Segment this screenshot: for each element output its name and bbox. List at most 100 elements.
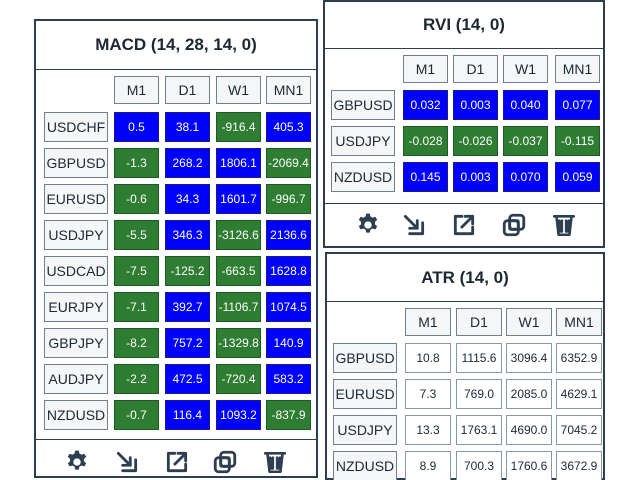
trash-icon[interactable] bbox=[551, 212, 577, 238]
symbol-label-usdchf[interactable]: USDCHF bbox=[44, 112, 108, 142]
value-cell[interactable]: 0.059 bbox=[555, 162, 600, 192]
value-cell[interactable]: 34.3 bbox=[165, 184, 210, 214]
timeframe-header-mn1: MN1 bbox=[266, 76, 311, 104]
value-cell[interactable]: 0.003 bbox=[453, 90, 498, 120]
symbol-label-nzdusd[interactable]: NZDUSD bbox=[44, 400, 108, 430]
value-cell[interactable]: 3672.9 bbox=[556, 451, 602, 480]
value-cell[interactable]: -1329.8 bbox=[216, 328, 261, 358]
value-cell[interactable]: -837.9 bbox=[266, 400, 311, 430]
symbol-label-audjpy[interactable]: AUDJPY bbox=[44, 364, 108, 394]
symbol-label-eurjpy[interactable]: EURJPY bbox=[44, 292, 108, 322]
value-cell[interactable]: -0.028 bbox=[403, 126, 448, 156]
symbol-label-gbpusd[interactable]: GBPUSD bbox=[333, 343, 397, 373]
value-cell[interactable]: 769.0 bbox=[456, 379, 502, 409]
value-cell[interactable]: 583.2 bbox=[266, 364, 311, 394]
value-cell[interactable]: -5.5 bbox=[114, 220, 159, 250]
symbol-label-usdjpy[interactable]: USDJPY bbox=[333, 415, 397, 445]
value-cell[interactable]: -0.037 bbox=[503, 126, 548, 156]
value-cell[interactable]: 4629.1 bbox=[556, 379, 602, 409]
symbol-label-usdjpy[interactable]: USDJPY bbox=[331, 126, 395, 156]
value-cell[interactable]: 1763.1 bbox=[456, 415, 502, 445]
symbol-label-gbpusd[interactable]: GBPUSD bbox=[331, 90, 395, 120]
value-cell[interactable]: 2085.0 bbox=[506, 379, 552, 409]
value-cell[interactable]: 1115.6 bbox=[456, 343, 502, 373]
value-cell[interactable]: -7.1 bbox=[114, 292, 159, 322]
value-cell[interactable]: -720.4 bbox=[216, 364, 261, 394]
symbol-label-eurusd[interactable]: EURUSD bbox=[44, 184, 108, 214]
symbol-label-nzdusd[interactable]: NZDUSD bbox=[333, 451, 397, 480]
symbol-label-usdcad[interactable]: USDCAD bbox=[44, 256, 108, 286]
value-cell[interactable]: 3096.4 bbox=[506, 343, 552, 373]
value-cell[interactable]: -0.7 bbox=[114, 400, 159, 430]
value-cell[interactable]: 1806.1 bbox=[216, 148, 261, 178]
value-cell[interactable]: 1601.7 bbox=[216, 184, 261, 214]
value-cell[interactable]: 10.8 bbox=[405, 343, 451, 373]
minimize-icon[interactable] bbox=[401, 212, 427, 238]
symbol-label-gbpusd[interactable]: GBPUSD bbox=[44, 148, 108, 178]
value-cell[interactable]: 700.3 bbox=[456, 451, 502, 480]
value-cell[interactable]: 757.2 bbox=[165, 328, 210, 358]
symbol-label-eurusd[interactable]: EURUSD bbox=[333, 379, 397, 409]
panel-title: ATR (14, 0) bbox=[327, 254, 603, 302]
value-cell[interactable]: -663.5 bbox=[216, 256, 261, 286]
timeframe-header-d1: D1 bbox=[165, 76, 210, 104]
symbol-label-gbpjpy[interactable]: GBPJPY bbox=[44, 328, 108, 358]
value-cell[interactable]: 0.5 bbox=[114, 112, 159, 142]
value-cell[interactable]: -2069.4 bbox=[266, 148, 311, 178]
value-cell[interactable]: -0.6 bbox=[114, 184, 159, 214]
atr-panel: ATR (14, 0) M1 D1 W1 MN1 GBPUSD 10.8 1115.6 3096… bbox=[325, 252, 605, 480]
value-cell[interactable]: 6352.9 bbox=[556, 343, 602, 373]
value-cell[interactable]: 0.040 bbox=[503, 90, 548, 120]
value-cell[interactable]: 13.3 bbox=[405, 415, 451, 445]
value-cell[interactable]: 0.145 bbox=[403, 162, 448, 192]
value-cell[interactable]: -7.5 bbox=[114, 256, 159, 286]
minimize-icon[interactable] bbox=[114, 449, 140, 475]
value-cell[interactable]: -996.7 bbox=[266, 184, 311, 214]
value-cell[interactable]: 472.5 bbox=[165, 364, 210, 394]
value-cell[interactable]: -1106.7 bbox=[216, 292, 261, 322]
export-icon[interactable] bbox=[451, 212, 477, 238]
value-cell[interactable]: 2136.6 bbox=[266, 220, 311, 250]
gear-icon[interactable] bbox=[64, 449, 90, 475]
trash-icon[interactable] bbox=[262, 449, 288, 475]
symbol-label-usdjpy[interactable]: USDJPY bbox=[44, 220, 108, 250]
value-cell[interactable]: 0.032 bbox=[403, 90, 448, 120]
duplicate-icon[interactable] bbox=[212, 449, 238, 475]
export-icon[interactable] bbox=[164, 449, 190, 475]
timeframe-header-m1: M1 bbox=[114, 76, 159, 104]
value-cell[interactable]: -3126.6 bbox=[216, 220, 261, 250]
value-cell[interactable]: 8.9 bbox=[405, 451, 451, 480]
value-cell[interactable]: -916.4 bbox=[216, 112, 261, 142]
value-cell[interactable]: 116.4 bbox=[165, 400, 210, 430]
value-cell[interactable]: 346.3 bbox=[165, 220, 210, 250]
value-cell[interactable]: 0.003 bbox=[453, 162, 498, 192]
value-cell[interactable]: -2.2 bbox=[114, 364, 159, 394]
value-cell[interactable]: 7.3 bbox=[405, 379, 451, 409]
value-cell[interactable]: -8.2 bbox=[114, 328, 159, 358]
value-cell[interactable]: 140.9 bbox=[266, 328, 311, 358]
value-cell[interactable]: 1628.8 bbox=[266, 256, 311, 286]
timeframe-header-w1: W1 bbox=[503, 55, 548, 83]
symbol-label-nzdusd[interactable]: NZDUSD bbox=[331, 162, 395, 192]
value-cell[interactable]: 0.070 bbox=[503, 162, 548, 192]
value-cell[interactable]: 1093.2 bbox=[216, 400, 261, 430]
value-cell[interactable]: 0.077 bbox=[555, 90, 600, 120]
value-cell[interactable]: 405.3 bbox=[266, 112, 311, 142]
value-cell[interactable]: 392.7 bbox=[165, 292, 210, 322]
timeframe-header-mn1: MN1 bbox=[555, 55, 600, 83]
timeframe-header-w1: W1 bbox=[506, 308, 552, 336]
value-cell[interactable]: -125.2 bbox=[165, 256, 210, 286]
value-cell[interactable]: 4690.0 bbox=[506, 415, 552, 445]
value-cell[interactable]: -1.3 bbox=[114, 148, 159, 178]
duplicate-icon[interactable] bbox=[501, 212, 527, 238]
gear-icon[interactable] bbox=[355, 212, 381, 238]
value-cell[interactable]: -0.115 bbox=[555, 126, 600, 156]
value-cell[interactable]: 1760.6 bbox=[506, 451, 552, 480]
value-cell[interactable]: 7045.2 bbox=[556, 415, 602, 445]
value-cell[interactable]: 268.2 bbox=[165, 148, 210, 178]
rvi-panel: RVI (14, 0) M1 D1 W1 MN1 GBPUSD 0.032 0.003 0.04… bbox=[323, 0, 605, 248]
value-cell[interactable]: 38.1 bbox=[165, 112, 210, 142]
value-cell[interactable]: -0.026 bbox=[453, 126, 498, 156]
timeframe-header-d1: D1 bbox=[453, 55, 498, 83]
value-cell[interactable]: 1074.5 bbox=[266, 292, 311, 322]
